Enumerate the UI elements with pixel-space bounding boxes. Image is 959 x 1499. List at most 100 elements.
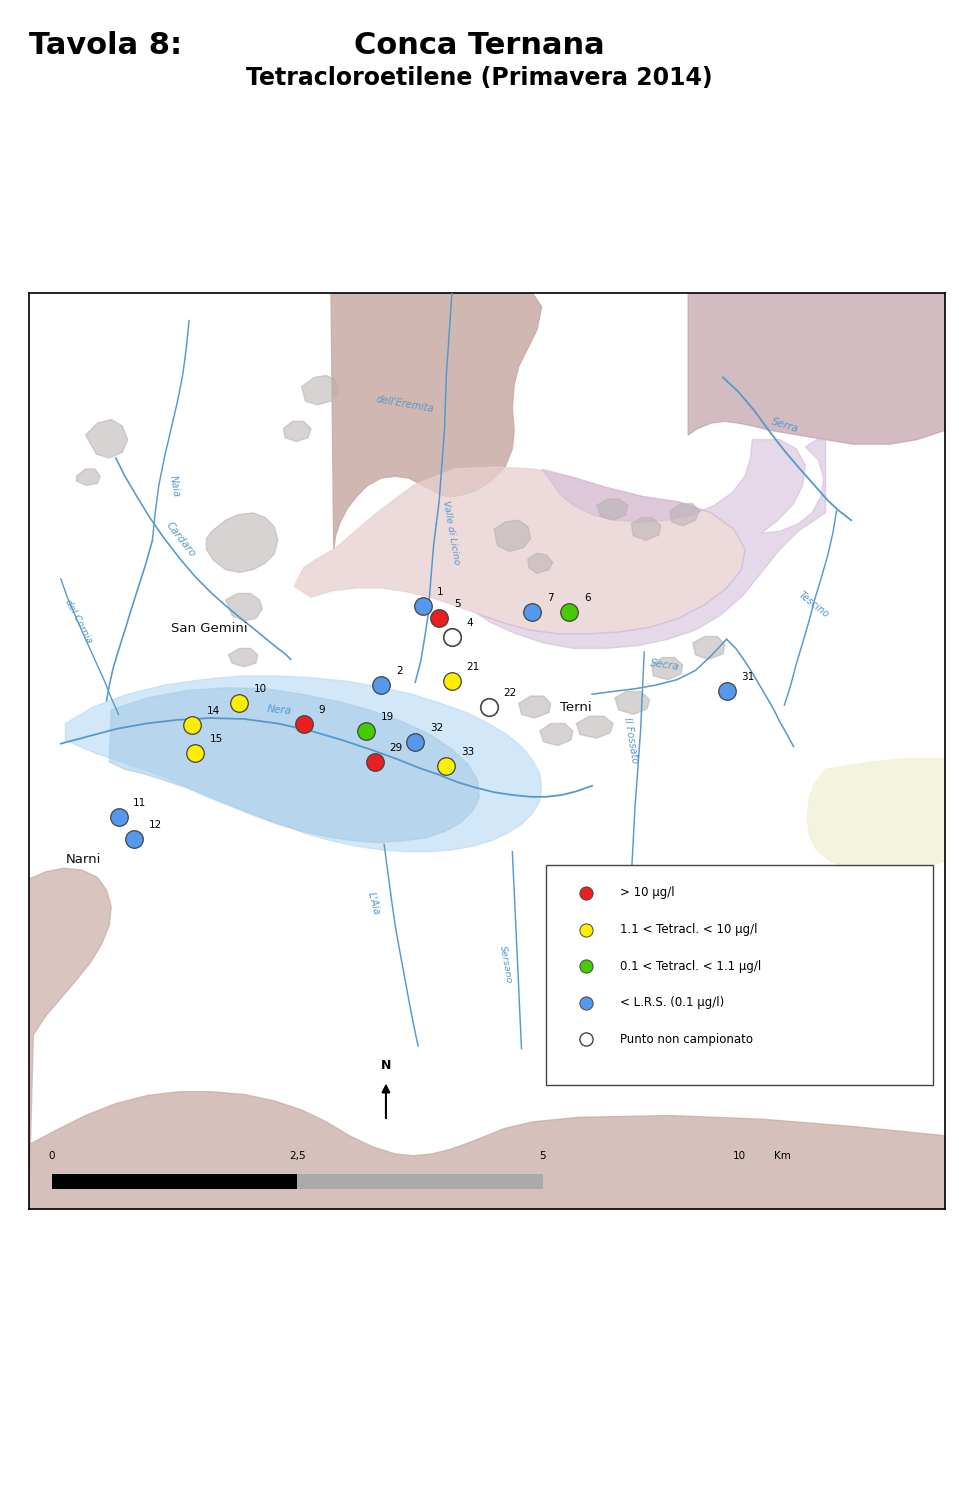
Text: < L.R.S. (0.1 μg/l): < L.R.S. (0.1 μg/l) — [620, 997, 725, 1009]
Point — [444, 625, 459, 649]
Polygon shape — [494, 520, 530, 552]
Point — [578, 917, 594, 941]
Polygon shape — [651, 658, 683, 679]
Text: 31: 31 — [741, 673, 755, 682]
Text: 32: 32 — [430, 723, 443, 733]
Polygon shape — [596, 499, 628, 520]
Polygon shape — [326, 294, 542, 550]
Text: Secra: Secra — [649, 658, 680, 673]
Polygon shape — [85, 420, 128, 457]
Polygon shape — [294, 468, 745, 634]
Polygon shape — [631, 517, 661, 540]
Polygon shape — [29, 868, 111, 1208]
Polygon shape — [65, 676, 542, 851]
Polygon shape — [807, 758, 945, 872]
Text: Narni: Narni — [65, 853, 101, 866]
Polygon shape — [527, 553, 552, 573]
Text: 12: 12 — [149, 820, 162, 830]
Text: 5: 5 — [539, 1151, 546, 1162]
Point — [408, 730, 423, 754]
Point — [438, 754, 454, 778]
Point — [232, 691, 247, 715]
Point — [415, 594, 431, 618]
Text: 2,5: 2,5 — [289, 1151, 305, 1162]
Text: 21: 21 — [466, 663, 480, 673]
Point — [111, 805, 127, 829]
Text: 10: 10 — [254, 685, 268, 694]
Text: 9: 9 — [318, 705, 325, 715]
Polygon shape — [615, 691, 649, 715]
Text: 22: 22 — [503, 688, 517, 699]
Point — [578, 991, 594, 1015]
Text: Valle di Licino: Valle di Licino — [441, 499, 461, 565]
Text: 4: 4 — [466, 618, 473, 628]
Text: 11: 11 — [133, 797, 147, 808]
Text: 10: 10 — [733, 1151, 745, 1162]
Text: Nera: Nera — [267, 705, 292, 717]
Text: del Cornia: del Cornia — [63, 598, 94, 645]
Point — [188, 741, 203, 764]
Polygon shape — [228, 649, 258, 667]
Polygon shape — [302, 376, 339, 405]
Text: 19: 19 — [381, 712, 394, 723]
Polygon shape — [29, 1091, 945, 1208]
FancyBboxPatch shape — [547, 865, 933, 1085]
Text: 33: 33 — [461, 747, 475, 757]
Polygon shape — [225, 594, 263, 621]
Text: L'Aia: L'Aia — [365, 890, 382, 916]
Text: 5: 5 — [454, 600, 460, 609]
Polygon shape — [206, 513, 278, 573]
Text: Naia: Naia — [168, 475, 181, 498]
Text: 14: 14 — [206, 706, 220, 717]
Point — [578, 955, 594, 979]
Text: San Gemini: San Gemini — [171, 622, 247, 636]
Point — [184, 714, 199, 738]
Point — [358, 720, 373, 744]
Text: dell'Eremita: dell'Eremita — [375, 394, 434, 414]
Point — [374, 673, 389, 697]
Point — [367, 750, 383, 773]
Polygon shape — [519, 696, 550, 718]
Polygon shape — [576, 717, 613, 738]
Point — [578, 1027, 594, 1051]
Text: Cardaro: Cardaro — [164, 520, 198, 559]
Point — [480, 696, 496, 720]
Text: Sersano: Sersano — [498, 944, 513, 983]
Polygon shape — [478, 439, 826, 649]
Point — [295, 712, 311, 736]
Polygon shape — [692, 637, 725, 660]
Text: Tavola 8:: Tavola 8: — [29, 31, 182, 60]
Polygon shape — [77, 469, 100, 486]
Point — [525, 600, 540, 624]
Bar — [297, 1174, 543, 1189]
Text: Il Fossato: Il Fossato — [622, 717, 641, 764]
Text: 6: 6 — [584, 592, 591, 603]
Point — [719, 679, 735, 703]
Text: 0: 0 — [48, 1151, 55, 1162]
Polygon shape — [283, 421, 311, 441]
Text: Tetracloroetilene (Primavera 2014): Tetracloroetilene (Primavera 2014) — [246, 66, 713, 90]
Text: > 10 μg/l: > 10 μg/l — [620, 886, 675, 899]
Point — [127, 827, 142, 851]
Text: N: N — [381, 1058, 391, 1072]
Text: 0.1 < Tetracl. < 1.1 μg/l: 0.1 < Tetracl. < 1.1 μg/l — [620, 959, 761, 973]
Text: Tescino: Tescino — [796, 591, 830, 621]
Point — [578, 881, 594, 905]
Point — [561, 600, 576, 624]
Text: Punto non campionato: Punto non campionato — [620, 1033, 754, 1046]
Text: 29: 29 — [389, 744, 403, 752]
Text: Conca Ternana: Conca Ternana — [354, 31, 605, 60]
Bar — [52, 1174, 297, 1189]
Point — [444, 670, 459, 694]
Polygon shape — [689, 294, 945, 444]
Point — [432, 606, 447, 630]
Text: 1.1 < Tetracl. < 10 μg/l: 1.1 < Tetracl. < 10 μg/l — [620, 923, 758, 935]
Text: Km: Km — [774, 1151, 790, 1162]
Text: Terni: Terni — [560, 700, 592, 714]
Polygon shape — [540, 724, 573, 745]
Text: 2: 2 — [396, 666, 403, 676]
Text: 1: 1 — [437, 588, 444, 597]
Text: 15: 15 — [210, 735, 223, 744]
Text: Serra: Serra — [771, 417, 800, 435]
Polygon shape — [669, 504, 699, 526]
